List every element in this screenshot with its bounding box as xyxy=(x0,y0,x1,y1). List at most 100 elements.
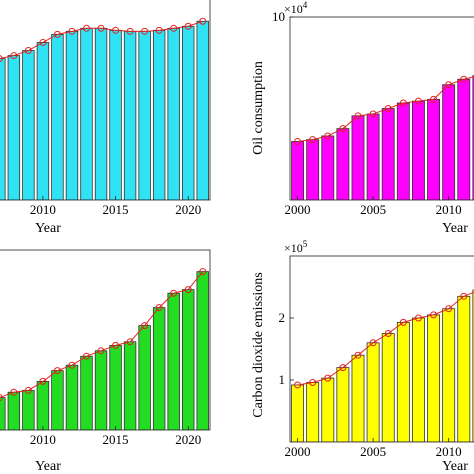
marker xyxy=(170,24,178,32)
bar xyxy=(65,364,79,430)
marker xyxy=(155,26,163,34)
bar xyxy=(472,289,474,442)
panel: 2000 2005 2010 1 2 Year Carbon dioxide emissio… xyxy=(251,239,474,474)
bar xyxy=(321,135,335,200)
marker xyxy=(24,47,32,55)
multiplier-base: ×10 xyxy=(284,241,303,255)
x-axis-label: Year xyxy=(442,459,468,474)
bar xyxy=(306,382,320,442)
marker xyxy=(68,27,76,35)
x-tick-label: 2005 xyxy=(360,202,386,217)
bar xyxy=(138,30,151,200)
bar xyxy=(291,384,304,442)
axis-multiplier: ×104 xyxy=(284,0,308,16)
bar xyxy=(80,355,93,430)
x-tick-label: 2010 xyxy=(30,202,56,217)
bar xyxy=(51,370,64,430)
marker xyxy=(399,318,407,326)
marker xyxy=(399,99,407,107)
marker xyxy=(184,22,192,30)
x-tick-label: 2015 xyxy=(103,432,129,447)
marker xyxy=(384,105,392,112)
bar xyxy=(0,58,6,200)
marker xyxy=(430,95,438,103)
marker xyxy=(112,26,120,34)
bar xyxy=(396,321,410,442)
multiplier-power: 4 xyxy=(303,0,308,10)
y-axis-label: Carbon dioxide emissions xyxy=(251,272,266,417)
marker xyxy=(199,268,207,276)
x-tick-label: 2020 xyxy=(175,202,201,217)
trend-line xyxy=(0,20,203,59)
x-tick-label: 2020 xyxy=(175,432,201,447)
plot-area xyxy=(0,268,209,430)
x-tick-label: 2010 xyxy=(30,432,56,447)
x-tick-label: 2000 xyxy=(285,444,311,459)
marker xyxy=(0,55,3,63)
y-axis-label: Oil consumption xyxy=(251,61,266,155)
bar xyxy=(442,308,456,442)
marker xyxy=(309,136,317,144)
bar xyxy=(80,27,93,200)
bar xyxy=(7,55,21,200)
marker xyxy=(141,322,149,330)
bar xyxy=(109,29,122,200)
bar xyxy=(94,350,108,430)
bar xyxy=(351,354,365,442)
x-tick-label: 2005 xyxy=(360,444,386,459)
bar xyxy=(381,333,395,442)
x-tick-label: 2010 xyxy=(436,202,462,217)
marker xyxy=(369,339,377,347)
bar xyxy=(427,98,440,200)
bar xyxy=(7,391,21,430)
bar xyxy=(94,27,108,200)
bar xyxy=(181,25,195,200)
panel: 2010 2015 2020 Year xyxy=(0,0,211,236)
marker xyxy=(126,27,134,35)
bar xyxy=(22,50,35,200)
marker xyxy=(294,381,302,389)
marker xyxy=(339,364,347,372)
trend-line xyxy=(0,271,204,398)
panel: 2000 2005 2010 10 Year Oil consumption ×104 xyxy=(251,0,474,236)
marker xyxy=(184,286,192,294)
bar xyxy=(0,397,6,430)
marker xyxy=(430,311,438,319)
bar xyxy=(306,139,320,200)
marker xyxy=(141,27,149,35)
marker xyxy=(170,289,178,297)
y-tick-label: 10 xyxy=(272,9,285,24)
bar xyxy=(411,100,425,200)
bar xyxy=(123,341,137,430)
marker xyxy=(39,377,47,385)
bar xyxy=(472,75,474,200)
plot-area xyxy=(291,289,474,442)
bar xyxy=(196,271,209,430)
marker xyxy=(39,38,47,46)
bar xyxy=(457,295,471,442)
bar xyxy=(196,20,209,200)
x-tick-label: 2000 xyxy=(285,202,311,217)
trend-line xyxy=(297,76,474,142)
marker xyxy=(10,52,18,60)
marker xyxy=(460,75,468,83)
axes-box xyxy=(0,249,211,431)
marker xyxy=(445,305,453,313)
bar xyxy=(22,389,35,430)
marker xyxy=(460,292,468,300)
marker xyxy=(414,314,422,322)
bar xyxy=(336,128,350,200)
marker xyxy=(199,17,207,25)
bar xyxy=(36,380,50,430)
x-tick-label: 2010 xyxy=(436,444,462,459)
multiplier-power: 5 xyxy=(303,239,308,249)
marker xyxy=(126,338,134,346)
bar xyxy=(351,115,365,200)
marker xyxy=(294,137,302,145)
bar xyxy=(123,30,137,200)
x-tick-label: 2015 xyxy=(103,202,129,217)
bar xyxy=(181,289,195,430)
axes-box xyxy=(0,0,211,201)
x-axis-label: Year xyxy=(35,221,61,236)
